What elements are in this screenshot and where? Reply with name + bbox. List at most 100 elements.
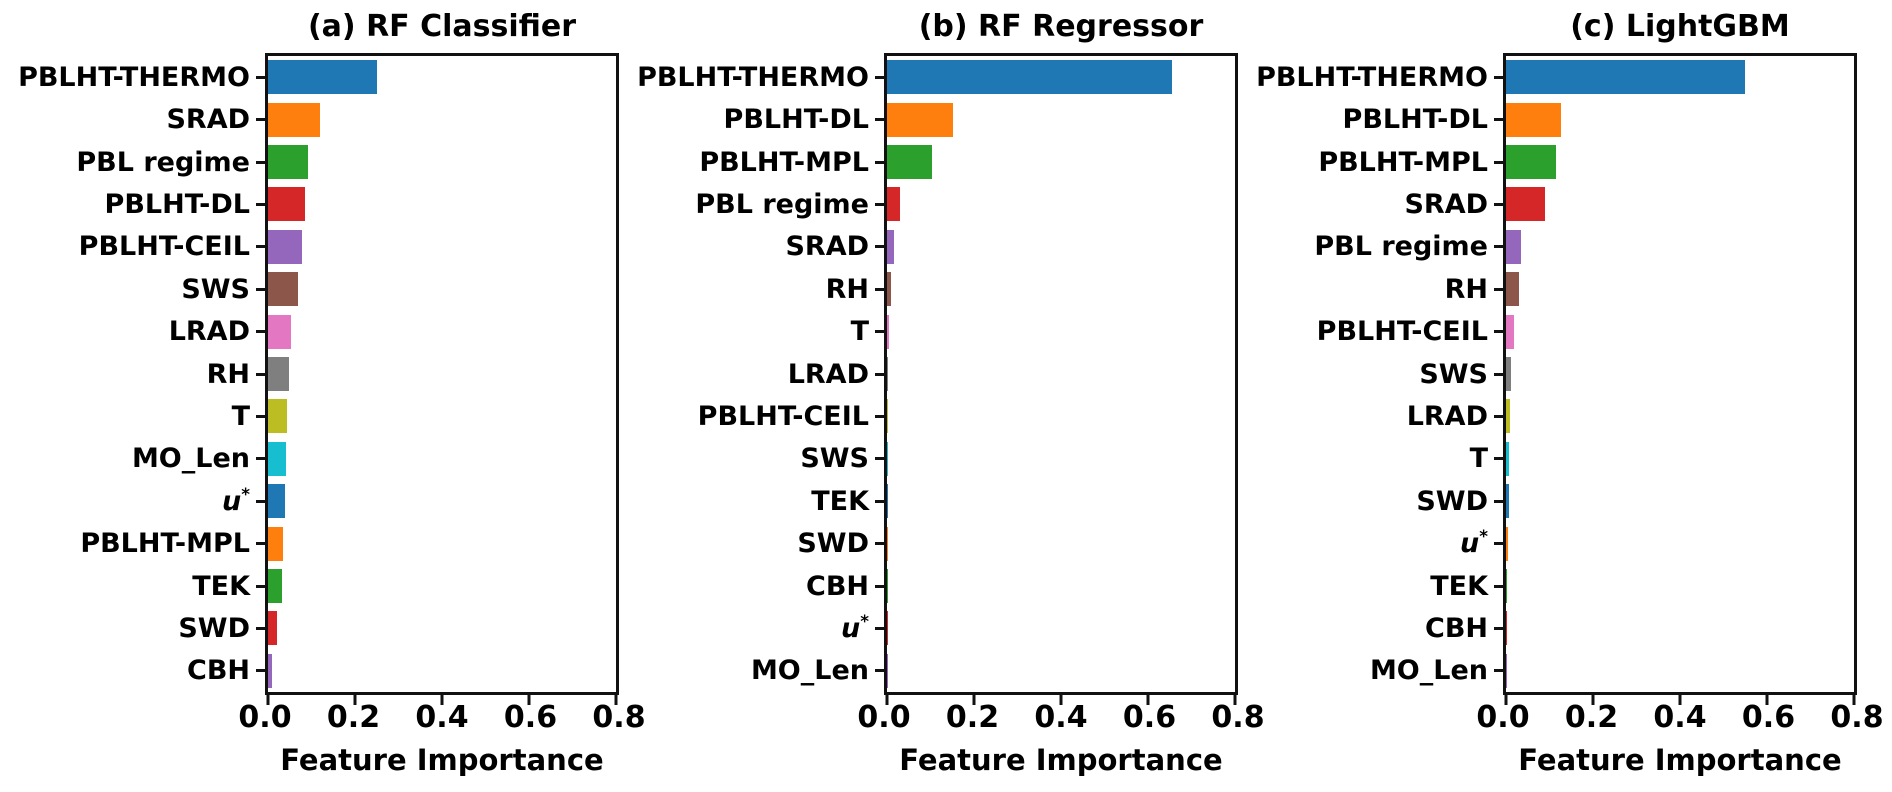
bar (1506, 526, 1508, 561)
y-tick (1494, 75, 1503, 79)
y-tick (1494, 245, 1503, 249)
category-label: PBLHT-CEIL (78, 231, 250, 263)
category-row: PBLHT-THERMO (619, 56, 884, 98)
bar-slot (1506, 183, 1854, 225)
plot-area (1503, 53, 1857, 705)
bar (268, 272, 298, 307)
category-row: LRAD (0, 310, 265, 352)
bar (268, 526, 284, 561)
bar-slot (268, 395, 616, 437)
category-row: T (0, 395, 265, 437)
x-axis-tick-labels: 0.0 0.2 0.4 0.6 0.8 (857, 695, 1264, 737)
y-tick (1494, 202, 1503, 206)
category-label: SRAD (166, 104, 250, 136)
bar-slot (268, 650, 616, 692)
bar-slot (887, 438, 1235, 480)
category-label: MO_Len (750, 655, 869, 687)
x-tick-label: 0.2 (1564, 700, 1619, 735)
y-tick (1494, 160, 1503, 164)
bar (887, 441, 888, 476)
bar (887, 357, 889, 392)
category-label: TEK (192, 570, 250, 602)
x-tick-label: 0.0 (1476, 700, 1530, 735)
bar-slot (268, 607, 616, 649)
bar (887, 484, 888, 519)
bar (887, 102, 954, 137)
category-label: CBH (1425, 612, 1488, 644)
category-label: T (231, 400, 250, 432)
category-row: SRAD (619, 226, 884, 268)
category-label: CBH (806, 570, 869, 602)
x-tick-label: 0.6 (1741, 700, 1796, 735)
category-label: T (1469, 443, 1488, 475)
category-label: SWS (181, 273, 250, 305)
bar (1506, 272, 1520, 307)
y-tick (256, 499, 265, 503)
category-row: CBH (1238, 607, 1503, 649)
bar (1506, 60, 1746, 95)
x-tick (266, 695, 270, 705)
bar-slot (268, 98, 616, 140)
y-tick (875, 542, 884, 546)
category-label: PBLHT-THERMO (1256, 61, 1488, 93)
y-tick (256, 669, 265, 673)
bar (1506, 102, 1562, 137)
bar-slot (1506, 480, 1854, 522)
category-row: PBL regime (0, 141, 265, 183)
bar-slot (887, 226, 1235, 268)
y-tick (256, 414, 265, 418)
category-row: RH (0, 353, 265, 395)
category-label: PBL regime (76, 146, 250, 178)
bar (268, 229, 303, 264)
category-row: SWS (0, 268, 265, 310)
plot-area (265, 53, 619, 705)
category-row: RH (1238, 268, 1503, 310)
category-label: PBLHT-DL (723, 104, 869, 136)
bar-slot (268, 522, 616, 564)
bar (268, 399, 287, 434)
bar-slot (887, 268, 1235, 310)
category-row: PBLHT-CEIL (619, 395, 884, 437)
panel-title: (c) LightGBM (1570, 9, 1790, 44)
category-label: PBLHT-CEIL (1316, 316, 1488, 348)
y-tick (256, 202, 265, 206)
x-tick-label: 0.4 (415, 700, 469, 735)
category-label: RH (825, 273, 869, 305)
category-row: TEK (1238, 565, 1503, 607)
category-row: MO_Len (619, 650, 884, 692)
bar-slot (268, 183, 616, 225)
y-tick (875, 245, 884, 249)
x-tick (440, 695, 444, 705)
x-tick (1852, 695, 1856, 705)
y-tick (256, 584, 265, 588)
bar (887, 229, 894, 264)
bar-slot (1506, 226, 1854, 268)
y-axis-category-labels: PBLHT-THERMO PBLHT-DL PBLHT-MPL PBL regime S… (619, 53, 884, 695)
category-label: PBLHT-DL (104, 188, 250, 220)
y-tick (875, 669, 884, 673)
category-row: TEK (619, 480, 884, 522)
bar (268, 102, 321, 137)
x-tick-label: 0.2 (945, 700, 1000, 735)
category-row: LRAD (1238, 395, 1503, 437)
category-row: LRAD (619, 353, 884, 395)
x-axis-tick-labels: 0.0 0.2 0.4 0.6 0.8 (1476, 695, 1883, 737)
category-row: T (619, 310, 884, 352)
category-label: T (850, 316, 869, 348)
bar-slot (1506, 141, 1854, 183)
y-tick (875, 75, 884, 79)
bar (1506, 441, 1510, 476)
category-label: PBLHT-MPL (699, 146, 869, 178)
category-label: SWD (797, 528, 869, 560)
bar (887, 314, 890, 349)
category-label: TEK (811, 485, 869, 517)
bar-slot (1506, 353, 1854, 395)
y-tick (875, 160, 884, 164)
bar-slot (268, 56, 616, 98)
category-row: PBLHT-DL (0, 183, 265, 225)
category-label: MO_Len (1369, 655, 1488, 687)
category-row: PBLHT-MPL (1238, 141, 1503, 183)
category-label: MO_Len (131, 443, 250, 475)
x-axis-tick-labels: 0.0 0.2 0.4 0.6 0.8 (238, 695, 645, 737)
